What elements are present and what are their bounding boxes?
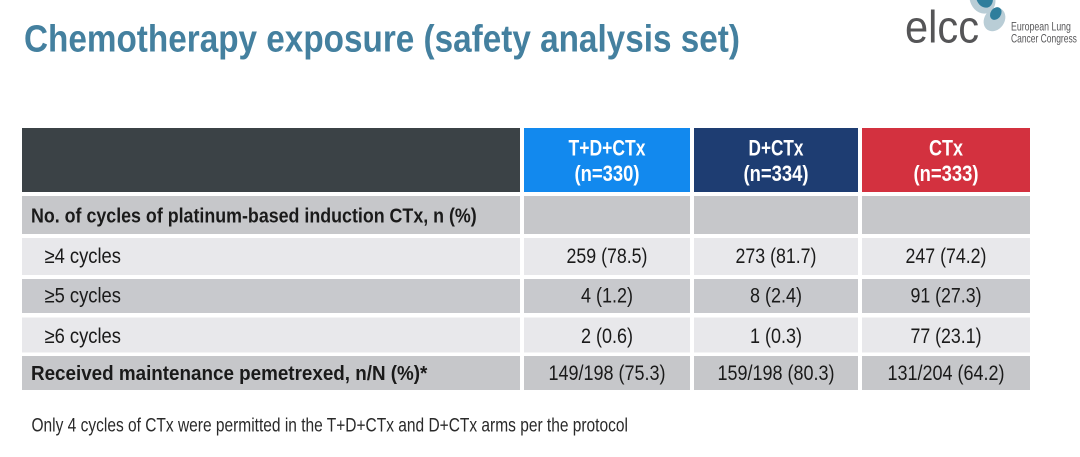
svg-text:259 (78.5): 259 (78.5) — [567, 245, 648, 269]
svg-text:D+CTx: D+CTx — [749, 137, 804, 162]
svg-text:≥4 cycles: ≥4 cycles — [45, 245, 122, 268]
svg-text:8 (2.4): 8 (2.4) — [750, 284, 802, 308]
svg-text:91 (27.3): 91 (27.3) — [910, 284, 981, 308]
svg-text:elcc: elcc — [905, 3, 979, 53]
svg-text:European Lung: European Lung — [1011, 20, 1071, 34]
svg-text:T+D+CTx: T+D+CTx — [569, 137, 646, 161]
svg-text:4 (1.2): 4 (1.2) — [581, 284, 633, 308]
svg-text:No. of cycles of platinum-base: No. of cycles of platinum-based inductio… — [31, 206, 477, 228]
svg-text:149/198 (75.3): 149/198 (75.3) — [548, 362, 665, 386]
svg-text:(n=333): (n=333) — [914, 163, 979, 187]
svg-text:(n=334): (n=334) — [744, 163, 809, 187]
svg-text:77 (23.1): 77 (23.1) — [910, 325, 981, 349]
svg-text:1 (0.3): 1 (0.3) — [750, 325, 802, 349]
svg-text:159/198 (80.3): 159/198 (80.3) — [717, 362, 834, 386]
svg-text:(n=330): (n=330) — [575, 163, 640, 187]
svg-text:Chemotherapy exposure (safety: Chemotherapy exposure (safety analysis s… — [24, 17, 740, 60]
svg-text:273 (81.7): 273 (81.7) — [736, 245, 817, 269]
svg-text:Cancer Congress: Cancer Congress — [1011, 33, 1077, 46]
svg-text:≥6 cycles: ≥6 cycles — [45, 325, 122, 348]
svg-text:2 (0.6): 2 (0.6) — [581, 325, 633, 349]
svg-text:131/204 (64.2): 131/204 (64.2) — [887, 362, 1004, 386]
svg-text:≥5 cycles: ≥5 cycles — [45, 284, 122, 307]
svg-text:Only 4 cycles of CTx were perm: Only 4 cycles of CTx were permitted in t… — [32, 414, 628, 436]
svg-text:247 (74.2): 247 (74.2) — [906, 245, 987, 269]
svg-text:Received maintenance pemetrexe: Received maintenance pemetrexed, n/N (%)… — [31, 363, 428, 386]
svg-text:CTx: CTx — [929, 137, 964, 161]
